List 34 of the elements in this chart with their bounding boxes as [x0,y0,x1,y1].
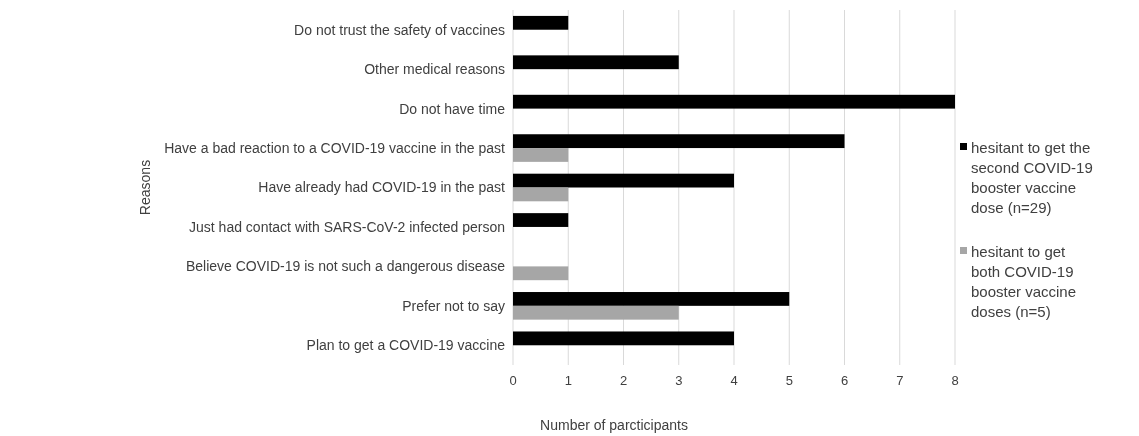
x-tick-label: 7 [896,373,904,388]
x-tick-label: 3 [675,373,683,388]
x-tick-label: 5 [785,373,793,388]
bar [513,15,569,30]
bar [513,55,679,70]
bar [513,331,734,346]
x-axis-title: Number of parcticipants [540,417,688,433]
bar [513,134,845,149]
x-tick-label: 4 [730,373,738,388]
x-tick-label: 6 [840,373,849,388]
bar [513,266,569,281]
bar [513,305,679,320]
bar [513,94,955,109]
x-tick-label: 0 [509,373,517,388]
bar [513,187,569,202]
y-tick-label: Plan to get a COVID-19 vaccine [306,337,506,354]
y-tick-label: Do not trust the safety of vaccines [294,21,505,38]
y-tick-label: Other medical reasons [364,61,505,78]
y-tick-label: Believe COVID-19 is not such a dangerous disease [185,258,506,275]
y-axis-title: Reasons [137,159,153,216]
legend-label: hesitant to get the second COVID-19 booster vaccine dose (n=29) [971,139,1093,217]
y-tick-label: Have already had COVID-19 in the past [258,179,506,196]
y-tick-label: Prefer not to say [402,297,505,314]
legend-label: hesitant to get both COVID-19 booster vaccine doses (n=5) [971,243,1077,321]
x-tick-label: 1 [564,373,572,388]
x-tick-label: 8 [951,373,959,388]
y-tick-label: Have a bad reaction to a COVID-19 vaccine in the past [164,139,506,156]
bar [513,213,569,227]
y-tick-label: Do not have time [399,100,506,117]
bar [513,173,734,188]
x-tick-label: 2 [619,373,628,388]
bar [513,148,569,162]
y-tick-label: Just had contact with SARS-CoV-2 infected person [189,218,505,235]
bar [513,292,790,306]
